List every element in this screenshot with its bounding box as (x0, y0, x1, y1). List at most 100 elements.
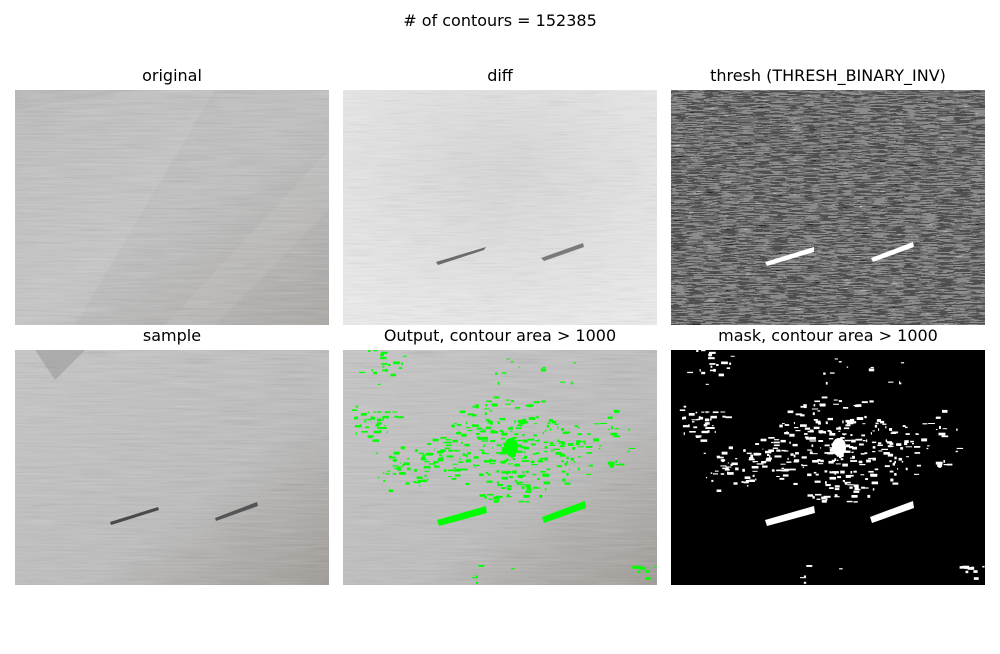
contour-speck (793, 460, 799, 463)
contour-speck (682, 416, 684, 420)
contour-speck (368, 350, 371, 352)
contour-speck (935, 461, 943, 465)
contour-speck (496, 431, 498, 434)
contour-speck (548, 419, 554, 422)
contour-speck (688, 413, 695, 416)
contour-speck (370, 416, 376, 420)
contour-speck (437, 450, 444, 454)
contour-speck (710, 369, 716, 372)
contour-speck (382, 369, 388, 372)
contour-speck (645, 570, 650, 573)
contour-speck (730, 355, 735, 357)
panel-title-original: original (142, 66, 202, 85)
contour-speck (768, 437, 775, 439)
contour-speck (403, 462, 410, 466)
contour-speck (453, 449, 458, 452)
contour-speck (866, 459, 871, 463)
contour-speck (544, 451, 548, 453)
contour-speck (890, 478, 894, 482)
contour-speck (407, 467, 411, 471)
contour-speck (376, 411, 382, 413)
contour-speck (813, 426, 820, 430)
contour-speck (804, 405, 807, 408)
contour-speck (820, 431, 826, 434)
contour-speck (851, 439, 856, 443)
contour-speck (377, 427, 382, 429)
contour-speck (514, 420, 516, 424)
contour-speck (838, 361, 842, 363)
contour-speck (451, 424, 455, 428)
contour-speck (761, 461, 767, 464)
contour-speck (717, 490, 720, 492)
contour-speck (501, 487, 506, 489)
contour-speck (510, 426, 513, 428)
contour-speck (795, 452, 799, 455)
contour-speck (485, 419, 490, 421)
contour-speck (501, 472, 505, 474)
contour-speck (782, 423, 785, 425)
contour-speck (363, 419, 370, 421)
contour-speck (534, 423, 538, 425)
contour-speck (492, 431, 498, 434)
contour-speck (709, 363, 716, 365)
contour-speck (708, 427, 715, 429)
contour-speck (748, 458, 755, 461)
contour-speck (467, 430, 473, 432)
contour-speck (752, 461, 758, 463)
contour-speck (789, 441, 791, 444)
contour-speck (905, 467, 908, 471)
contour-speck (382, 415, 389, 419)
contour-speck (876, 419, 882, 422)
contour-speck (727, 462, 730, 464)
contour-speck (823, 372, 826, 375)
contour-speck (817, 459, 821, 462)
contour-speck (609, 464, 615, 467)
contour-speck (852, 446, 857, 450)
contour-speck (904, 440, 909, 443)
contour-speck (742, 468, 745, 472)
contour-speck (493, 396, 500, 399)
contour-speck (714, 430, 716, 434)
contour-speck (894, 473, 897, 476)
contour-speck (359, 371, 365, 374)
contour-speck (872, 446, 876, 449)
contour-speck (892, 462, 895, 466)
contour-speck (688, 424, 690, 426)
contour-speck (817, 463, 824, 465)
contour-speck (461, 433, 467, 437)
contour-speck (800, 414, 805, 417)
contour-speck (485, 404, 488, 407)
contour-speck (533, 401, 540, 404)
contour-speck (501, 431, 505, 434)
contour-speck (506, 488, 512, 491)
contour-speck (501, 476, 508, 480)
contour-speck (921, 438, 928, 442)
contour-speck (812, 412, 815, 416)
contour-speck (783, 468, 790, 471)
contour-speck (866, 439, 868, 443)
contour-speck (842, 480, 845, 482)
contour-speck (943, 464, 950, 466)
contour-speck (506, 458, 509, 461)
contour-speck (861, 434, 866, 437)
contour-speck (973, 577, 979, 580)
contour-speck (779, 477, 785, 480)
contour-speck (428, 453, 434, 456)
contour-speck (487, 420, 493, 424)
contour-speck (943, 460, 946, 463)
contour-speck (569, 468, 571, 470)
contour-speck (939, 426, 941, 429)
contour-speck (440, 449, 446, 452)
contour-speck (946, 463, 953, 466)
contour-speck (832, 471, 839, 474)
contour-speck (560, 381, 566, 383)
contour-speck (701, 411, 705, 413)
contour-speck (472, 577, 479, 579)
contour-speck (845, 424, 851, 427)
contour-speck (598, 447, 601, 450)
contour-speck (416, 476, 423, 479)
contour-speck (942, 428, 948, 430)
contour-speck (703, 452, 706, 454)
contour-speck (543, 481, 551, 485)
contour-speck (380, 353, 385, 357)
